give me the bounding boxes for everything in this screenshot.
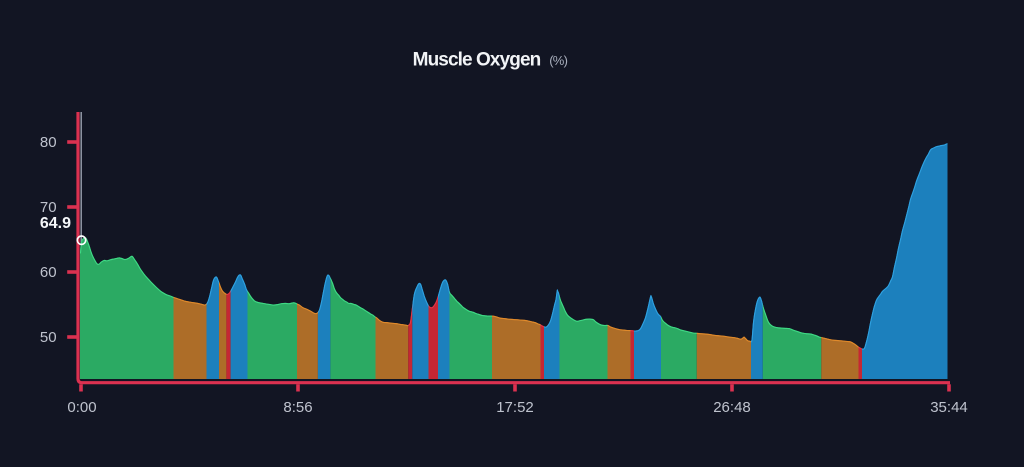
svg-text:0:00: 0:00: [67, 399, 96, 416]
svg-text:(%): (%): [549, 53, 567, 68]
svg-text:35:44: 35:44: [930, 399, 968, 416]
svg-text:17:52: 17:52: [496, 399, 534, 416]
svg-text:60: 60: [40, 264, 57, 281]
svg-text:8:56: 8:56: [283, 399, 312, 416]
svg-text:Muscle Oxygen: Muscle Oxygen: [413, 50, 541, 71]
svg-text:80: 80: [40, 134, 57, 151]
svg-text:70: 70: [40, 199, 57, 216]
svg-text:64.9: 64.9: [40, 215, 71, 232]
svg-text:50: 50: [40, 329, 57, 346]
svg-text:26:48: 26:48: [713, 399, 751, 416]
